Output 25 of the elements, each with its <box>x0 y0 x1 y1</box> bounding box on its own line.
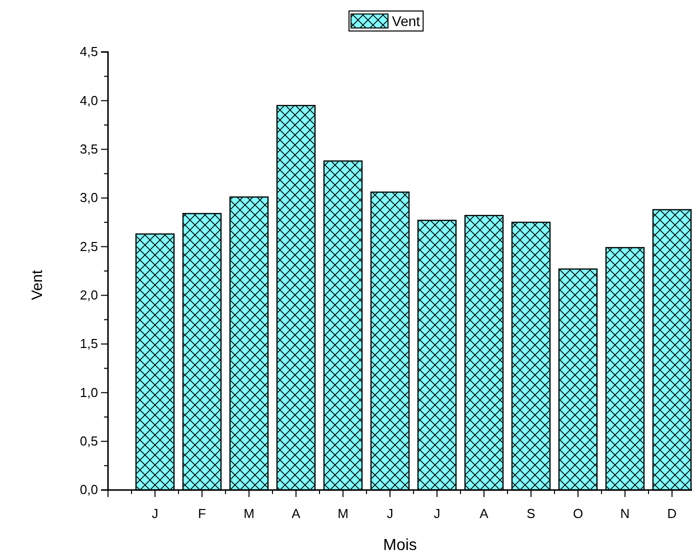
x-tick-label: M <box>244 506 254 521</box>
y-tick-label: 0,0 <box>80 482 98 498</box>
y-tick-label: 4,0 <box>80 92 98 108</box>
x-tick-label: J <box>434 506 440 521</box>
x-tick-label: M <box>338 506 348 521</box>
x-tick-label: F <box>198 506 206 521</box>
legend-label: Vent <box>392 13 420 29</box>
y-tick-label: 1,5 <box>80 336 98 352</box>
y-tick-label: 1,0 <box>80 384 98 400</box>
x-tick-label: A <box>480 506 489 521</box>
y-tick-label: 4,5 <box>80 44 98 60</box>
y-tick-label: 2,0 <box>80 287 98 302</box>
x-tick-label: A <box>292 506 301 521</box>
y-tick-label: 3,5 <box>80 141 98 156</box>
y-axis-title: Vent <box>29 269 46 300</box>
x-tick-label: J <box>386 506 394 521</box>
x-tick-label: O <box>572 506 584 521</box>
x-tick-label: N <box>620 506 630 521</box>
x-axis-title: Mois <box>383 537 417 554</box>
y-tick-label: 3,0 <box>80 190 98 206</box>
x-tick-label: S <box>526 506 536 521</box>
y-tick-label: 0,5 <box>80 433 98 448</box>
x-tick-label: J <box>152 506 158 521</box>
y-tick-label: 2,5 <box>80 238 98 254</box>
x-tick-label: D <box>667 506 677 521</box>
